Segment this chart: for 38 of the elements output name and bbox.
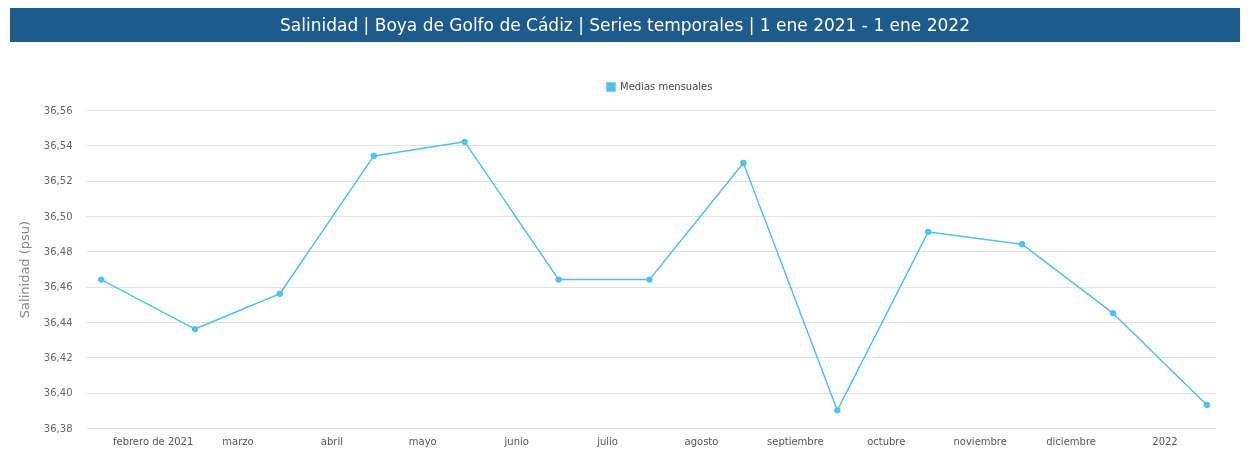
y-tick-label: 36,52	[43, 175, 73, 187]
x-tick-label: diciembre	[1046, 435, 1096, 447]
x-tick-label: septiembre	[767, 435, 824, 447]
point	[276, 290, 284, 297]
x-tick-label: noviembre	[953, 435, 1007, 447]
chart-title: Salinidad | Boya de Golfo de Cádiz | Series temporales | 1 ene 2021 - 1 ene 2022	[10, 8, 1240, 42]
legend-label: Medias mensuales	[620, 81, 713, 92]
x-tick-label: agosto	[684, 435, 719, 447]
point	[740, 159, 747, 167]
point	[370, 152, 377, 160]
point	[1203, 401, 1211, 409]
point	[555, 276, 562, 283]
point	[1109, 310, 1117, 317]
x-tick-label: mayo	[408, 435, 437, 447]
point	[834, 407, 841, 414]
point	[646, 276, 653, 283]
x-tick-label: julio	[596, 435, 618, 447]
y-tick-label: 36,50	[43, 210, 73, 222]
y-tick-label: 36,48	[43, 245, 73, 257]
y-tick-label: 36,44	[43, 316, 73, 328]
point	[1018, 241, 1026, 248]
point	[925, 228, 932, 236]
x-tick-label: abril	[320, 435, 343, 447]
point	[97, 276, 105, 283]
y-tick-label: 36,54	[43, 139, 73, 151]
point	[191, 325, 199, 333]
y-axis-title: Salinidad (psu)	[16, 220, 32, 319]
y-tick-label: 36,38	[43, 422, 73, 434]
x-tick-label: 2022	[1152, 435, 1178, 447]
x-tick-label: junio	[503, 435, 529, 447]
y-tick-label: 36,42	[43, 351, 73, 363]
point	[461, 138, 468, 145]
x-tick-label: marzo	[222, 435, 254, 447]
x-tick-label: febrero de 2021	[112, 435, 194, 447]
y-tick-label: 36,46	[43, 281, 73, 293]
y-tick-label: 36,56	[43, 104, 73, 116]
x-tick-label: octubre	[867, 435, 906, 447]
y-tick-label: 36,40	[43, 387, 73, 399]
